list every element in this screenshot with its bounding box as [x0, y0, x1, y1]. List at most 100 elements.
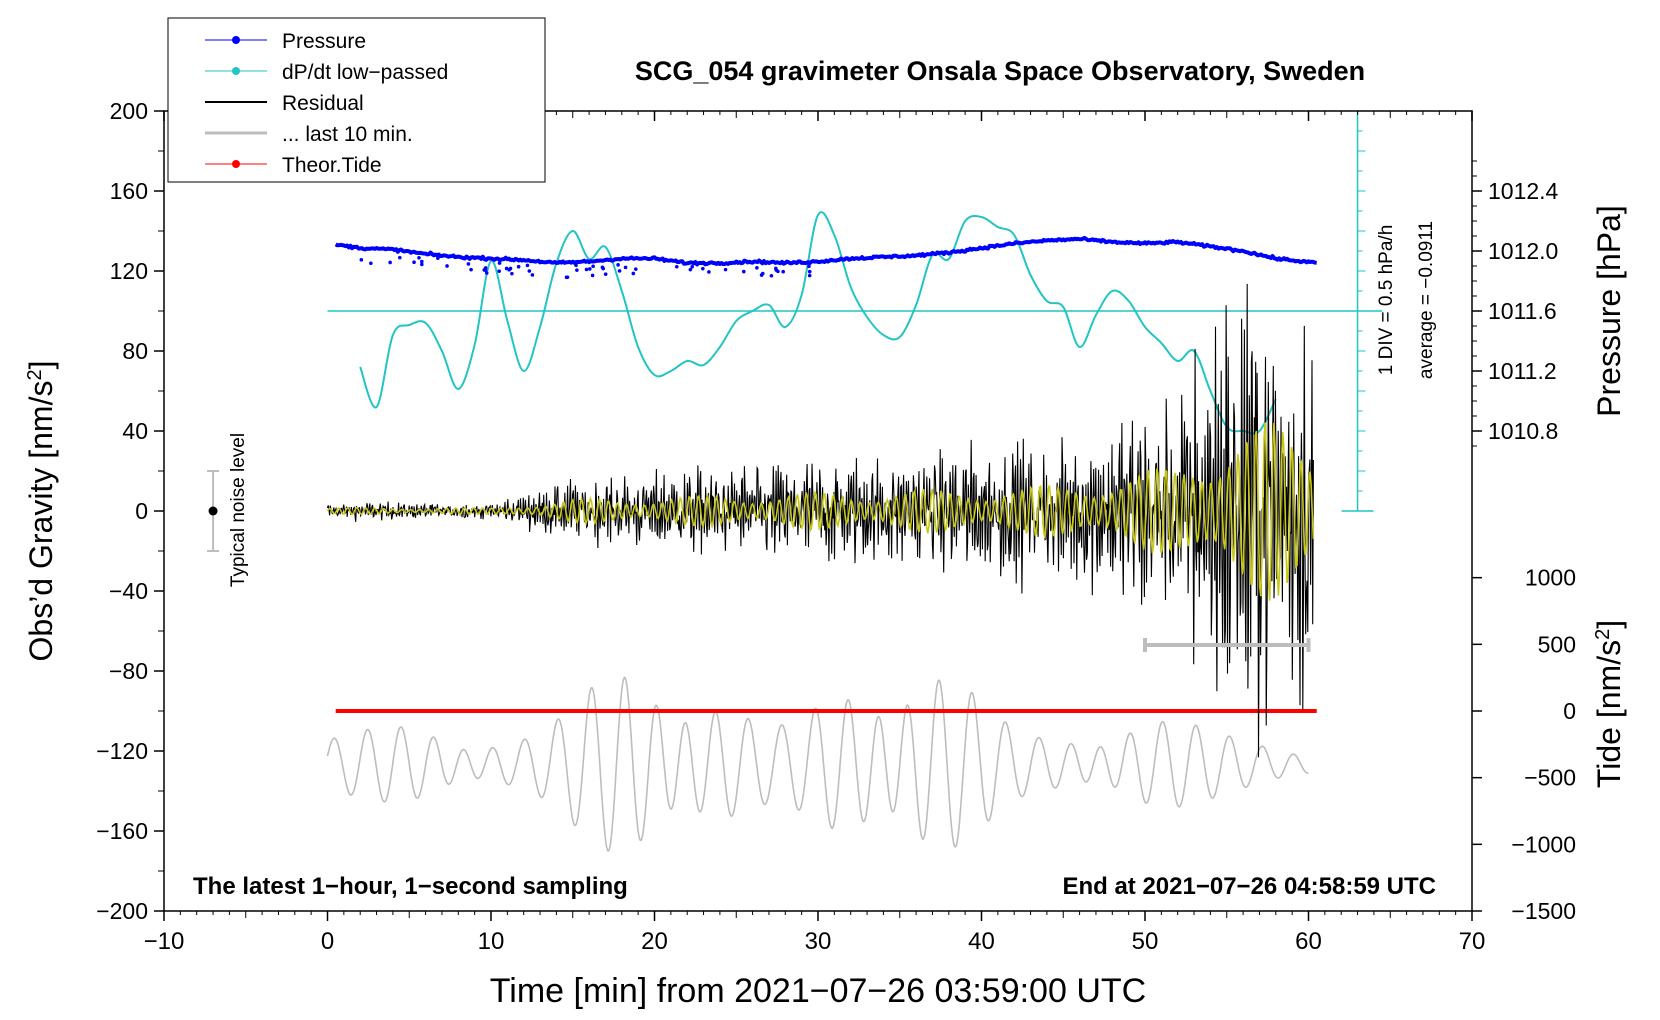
pressure-point [469, 267, 473, 272]
x-tick-label: 40 [968, 928, 995, 955]
pressure-point [807, 264, 811, 269]
pressure-point [776, 269, 780, 274]
tide-axis-label-sup: 2 [1592, 629, 1614, 640]
pressure-point [359, 258, 364, 262]
pressure-point [701, 266, 705, 271]
pressure-point [773, 266, 778, 271]
pressure-point [688, 267, 693, 272]
dpdt-average-label: average = −0.0911 [1416, 221, 1437, 379]
tide-tick-label: −500 [1524, 765, 1576, 791]
y-axis-label-close: ] [23, 361, 59, 370]
legend-swatch-marker [232, 36, 240, 44]
noise-bar [207, 470, 220, 552]
series-layer [207, 110, 1383, 853]
pressure-point [575, 268, 579, 272]
x-tick-label: 60 [1295, 928, 1322, 955]
y-tick-label: 200 [110, 98, 148, 124]
pressure-point [616, 263, 620, 267]
ticks-layer: −10 0 10 20 30 40 50 60 70 −200 −160 −120 −80 −40 0 40 8… [96, 98, 1576, 955]
y-tick-label: 40 [122, 418, 148, 444]
pressure-point [508, 266, 513, 271]
annotation-sampling: The latest 1−hour, 1−second sampling [193, 873, 628, 900]
pressure-point [587, 267, 592, 271]
legend: Pressure dP/dt low−passed Residual ... last… [167, 17, 546, 183]
pressure-axis-label: Pressure [hPa] [1591, 205, 1627, 417]
pressure-point [412, 260, 416, 265]
series-pressure [334, 235, 1317, 267]
y-axis-label-sup: 2 [24, 369, 46, 380]
tide-tick-label: −1500 [1511, 898, 1576, 924]
legend-label: Residual [282, 92, 364, 115]
pressure-point [807, 269, 812, 274]
y-tick-label: −80 [109, 658, 148, 684]
pressure-point [369, 261, 373, 266]
pressure-outliers [359, 255, 812, 280]
legend-label: Theor.Tide [282, 154, 382, 177]
legend-label: Pressure [282, 30, 366, 53]
pressure-point [525, 263, 530, 268]
legend-entry: Residual [205, 92, 364, 115]
chart-title: SCG_054 gravimeter Onsala Space Observat… [635, 56, 1365, 86]
pressure-point [445, 264, 449, 268]
pressure-point [591, 264, 595, 269]
pressure-point [497, 269, 501, 273]
legend-label: dP/dt low−passed [282, 61, 448, 84]
pressure-point [436, 256, 440, 261]
tide-tick-label: −1000 [1511, 831, 1576, 857]
pressure-tick-label: 1012.0 [1488, 238, 1558, 264]
legend-entry: dP/dt low−passed [205, 61, 448, 84]
y-tick-label: −200 [96, 898, 148, 924]
tide-axis-label-close: ] [1591, 620, 1627, 629]
pressure-point [769, 273, 774, 278]
y-tick-label: −40 [109, 578, 148, 604]
pressure-point [781, 269, 785, 274]
y-tick-label: −160 [96, 818, 148, 844]
pressure-point [574, 263, 578, 268]
y-tick-label: 120 [110, 258, 148, 284]
pressure-point [397, 255, 402, 260]
pressure-point [631, 271, 636, 276]
pressure-tick-label: 1011.6 [1488, 298, 1557, 324]
y-tick-label: 0 [135, 498, 148, 524]
legend-box [167, 17, 546, 183]
last10-range-marker [1143, 638, 1311, 652]
legend-swatch-marker [232, 160, 240, 168]
legend-swatch-marker [232, 67, 240, 75]
pressure-point [590, 273, 595, 278]
pressure-point [723, 267, 728, 272]
x-tick-label: 50 [1132, 928, 1159, 955]
y-axis-label: Obs’d Gravity [nm/s2] [23, 361, 59, 662]
noise-level-label: Typical noise level [228, 433, 249, 587]
tide-tick-label: 1000 [1525, 565, 1576, 591]
pressure-point [623, 265, 628, 270]
pressure-point [388, 260, 392, 265]
pressure-point [755, 266, 759, 270]
series-residual-lowpassed [326, 422, 1315, 601]
tide-tick-label: 0 [1563, 698, 1576, 724]
x-tick-label: 20 [641, 928, 668, 955]
pressure-point [527, 269, 532, 273]
pressure-point [484, 271, 489, 275]
tide-axis-label-main: Tide [nm/s [1591, 640, 1627, 788]
x-tick-label: 70 [1459, 928, 1486, 955]
pressure-point [417, 255, 421, 260]
pressure-tick-label: 1011.2 [1488, 358, 1557, 384]
pressure-point [420, 259, 424, 264]
pressure-point [707, 270, 711, 274]
pressure-tick-label: 1012.4 [1488, 178, 1559, 204]
pressure-tick-label: 1010.8 [1488, 418, 1558, 444]
pressure-point [497, 261, 502, 265]
pressure-point [690, 264, 694, 269]
pressure-point [600, 265, 605, 270]
dpdt-scale-axis [1341, 110, 1374, 512]
pressure-point [483, 266, 488, 270]
series-last10 [326, 676, 1309, 853]
pressure-point [674, 264, 679, 269]
x-tick-label: −10 [144, 928, 185, 955]
pressure-point [741, 269, 746, 274]
pressure-point [530, 273, 535, 277]
pressure-point [510, 271, 514, 276]
pressure-point [584, 267, 589, 272]
y-axis-label-main: Obs’d Gravity [nm/s [23, 381, 59, 662]
x-tick-label: 0 [321, 928, 334, 955]
